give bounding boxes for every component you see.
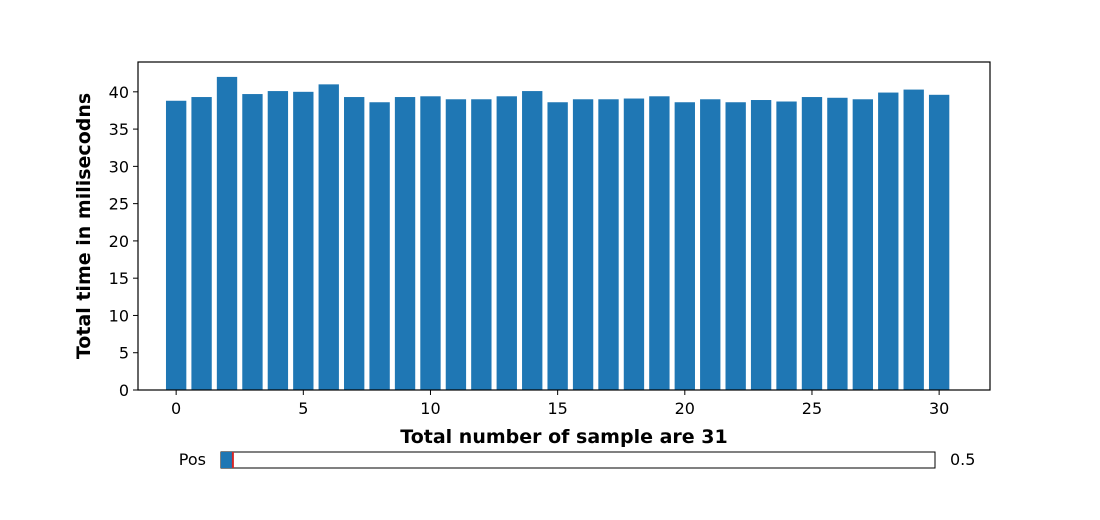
position-slider[interactable]: Pos 0.5 — [179, 450, 976, 469]
bar-5 — [293, 91, 314, 390]
bar-24 — [776, 101, 797, 390]
y-tick-label: 5 — [119, 344, 129, 363]
bar-19 — [649, 96, 670, 390]
y-tick-label: 30 — [109, 157, 129, 176]
x-tick-label: 20 — [675, 399, 695, 418]
bar-22 — [725, 102, 746, 390]
x-tick-label: 0 — [171, 399, 181, 418]
y-tick-label: 15 — [109, 269, 129, 288]
bar-18 — [623, 98, 645, 390]
bar-23 — [750, 100, 772, 391]
x-tick-label: 25 — [802, 399, 822, 418]
y-tick-label: 0 — [119, 381, 129, 400]
bar-28 — [878, 92, 899, 390]
bar-2 — [216, 76, 238, 390]
bar-12 — [471, 99, 492, 391]
x-axis-label: Total number of sample are 31 — [400, 426, 727, 448]
bar-8 — [369, 102, 390, 390]
y-tick-label: 10 — [109, 306, 129, 325]
bar-27 — [852, 99, 874, 391]
bar-0 — [165, 100, 187, 390]
bar-1 — [191, 97, 212, 390]
bar-17 — [598, 99, 619, 391]
x-tick-label: 10 — [420, 399, 440, 418]
bar-4 — [267, 91, 289, 390]
bar-6 — [318, 84, 339, 391]
y-tick-label: 40 — [109, 83, 129, 102]
x-tick-label: 15 — [547, 399, 567, 418]
y-tick-label: 25 — [109, 195, 129, 214]
bar-7 — [344, 97, 365, 390]
bar-11 — [445, 99, 467, 391]
x-tick-label: 30 — [929, 399, 949, 418]
plot-frame — [137, 61, 991, 391]
bar-10 — [420, 96, 441, 390]
slider-label: Pos — [179, 450, 206, 469]
slider-handle[interactable] — [231, 452, 234, 468]
bar-13 — [496, 96, 517, 390]
slider-value: 0.5 — [950, 450, 975, 469]
bar-20 — [674, 102, 695, 390]
x-tick-label: 5 — [298, 399, 308, 418]
bar-15 — [547, 102, 568, 390]
bar-series — [165, 76, 950, 391]
slider-fill — [221, 452, 233, 468]
bar-3 — [242, 94, 263, 391]
slider-track[interactable] — [220, 451, 936, 469]
bar-21 — [700, 99, 721, 391]
bar-16 — [572, 99, 594, 391]
bar-26 — [827, 97, 848, 390]
y-tick-label: 35 — [109, 120, 129, 139]
y-axis-ticks: 0 5 10 15 20 25 30 35 40 — [109, 83, 138, 400]
bar-30 — [928, 94, 950, 391]
bar-29 — [903, 89, 924, 390]
y-tick-label: 20 — [109, 232, 129, 251]
bar-25 — [801, 97, 823, 390]
x-axis-ticks: 0 5 10 15 20 25 30 — [171, 390, 949, 418]
y-axis-label: Total time in milisecodns — [73, 93, 95, 359]
bar-9 — [394, 97, 416, 390]
bar-14 — [522, 91, 543, 390]
